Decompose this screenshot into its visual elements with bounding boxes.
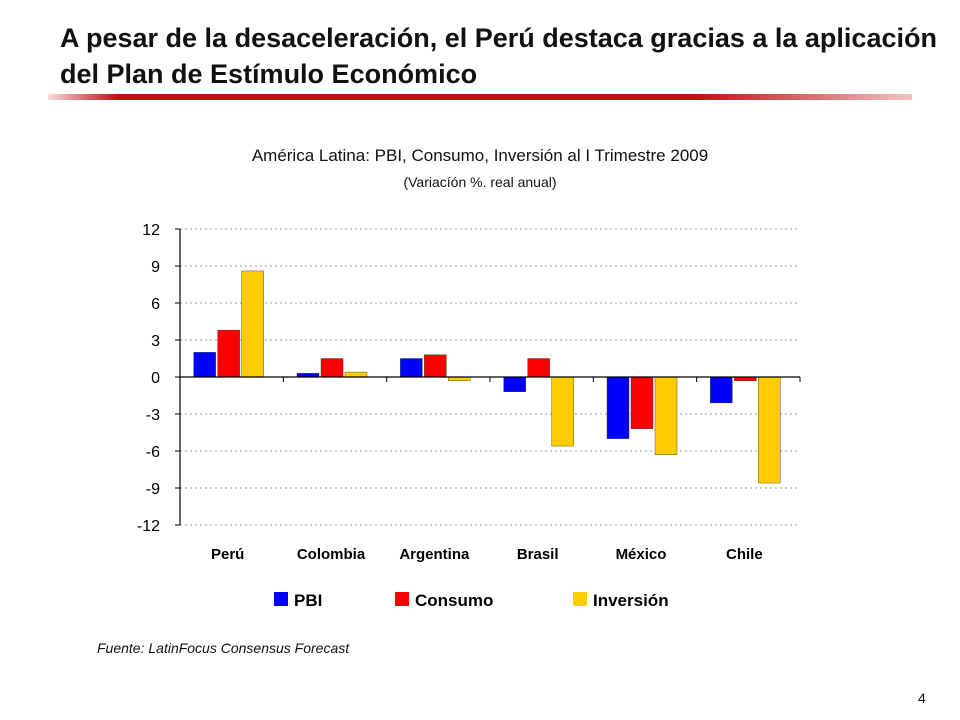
page-number: 4 [918, 690, 926, 706]
bar-inversi-n-4 [551, 376, 574, 447]
source-note: Fuente: LatinFocus Consensus Forecast [97, 640, 350, 656]
bar-pbi-4 [503, 376, 526, 393]
gridlines [180, 228, 800, 526]
y-tick-label: -3 [146, 407, 160, 424]
chart-subtitle: (Variacíón %. real anual) [403, 174, 557, 190]
bar-pbi-1 [193, 352, 216, 378]
bar-pbi-6 [710, 376, 733, 404]
bar-consumo-5 [630, 376, 654, 429]
bar-inversi-n-1 [241, 270, 264, 378]
y-tick-label: -9 [146, 481, 160, 498]
category-label: Colombia [297, 546, 366, 563]
category-label: México [616, 546, 667, 563]
y-tick-label: 9 [151, 259, 160, 276]
legend-label: Inversión [593, 591, 669, 610]
chart-title: América Latina: PBI, Consumo, Inversión … [251, 146, 709, 165]
bar-inversi-n-5 [654, 376, 678, 455]
y-tick-label: 0 [151, 370, 160, 387]
category-labels: Perú Colombia Argentina Brasil México Chile [211, 546, 763, 563]
y-tick-labels: 12 9 6 3 0 -3 -6 -9 -12 [137, 222, 160, 535]
category-label: Chile [726, 546, 763, 563]
y-tick-label: 12 [142, 222, 160, 239]
bar-pbi-5 [606, 376, 630, 439]
y-tick-label: 3 [151, 333, 160, 350]
legend-swatch [395, 592, 409, 606]
legend-label: Consumo [415, 591, 493, 610]
bar-consumo-1 [217, 329, 240, 378]
title-underline [48, 94, 912, 100]
slide-title: A pesar de la desaceleración, el Perú de… [60, 23, 937, 89]
category-label: Perú [211, 546, 244, 563]
bar-inversi-n-2 [344, 371, 368, 378]
bar-inversi-n-6 [758, 376, 781, 484]
legend-swatch [573, 592, 587, 606]
legend: PBI Consumo Inversión [274, 591, 669, 610]
y-tick-label: 6 [151, 296, 160, 313]
category-label: Brasil [517, 546, 559, 563]
bar-consumo-3 [424, 354, 447, 378]
bars [193, 270, 781, 484]
y-tick-label: -12 [137, 518, 160, 535]
axes [175, 228, 801, 526]
y-tick-label: -6 [146, 444, 160, 461]
category-label: Argentina [399, 546, 470, 563]
bar-consumo-2 [320, 358, 344, 378]
legend-swatch [274, 592, 288, 606]
bar-consumo-4 [527, 358, 550, 378]
legend-label: PBI [294, 591, 322, 610]
bar-pbi-3 [400, 358, 423, 378]
